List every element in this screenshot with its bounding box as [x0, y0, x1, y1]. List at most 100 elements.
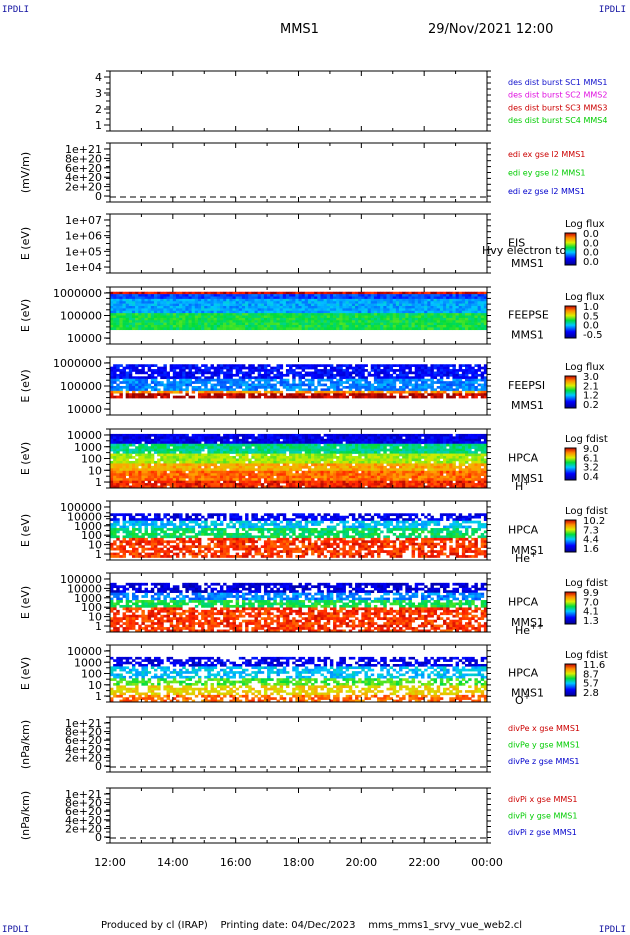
spectrogram-cell: [211, 384, 214, 387]
spectrogram-cell: [148, 301, 151, 304]
spectrogram-cell: [135, 297, 138, 300]
spacecraft-label: MMS1: [511, 399, 544, 412]
spectrogram-cell: [163, 327, 166, 330]
y-tick-label: 1: [95, 119, 102, 132]
spectrogram-cell: [251, 439, 254, 442]
spectrogram-cell: [173, 374, 176, 377]
spectrogram-cell: [211, 325, 214, 328]
spectrogram-cell: [261, 301, 264, 304]
spectrogram-cell: [248, 388, 251, 391]
spectrogram-cell: [481, 316, 484, 319]
spectrogram-cell: [176, 463, 179, 466]
spectrogram-cell: [478, 294, 481, 297]
spectrogram-cell: [280, 372, 283, 375]
spectrogram-cell: [145, 311, 148, 314]
spectrogram-cell: [421, 364, 424, 367]
spectrogram-cell: [185, 367, 188, 370]
spectrogram-cell: [446, 323, 449, 326]
spectrogram-cell: [459, 374, 462, 377]
spectrogram-cell: [292, 311, 295, 314]
spectrogram-cell: [380, 393, 383, 396]
spectrogram-cell: [295, 367, 298, 370]
spectrogram-cell: [277, 449, 280, 452]
spectrogram-cell: [192, 313, 195, 316]
spectrogram-cell: [239, 444, 242, 447]
spectrogram-cell: [179, 449, 182, 452]
spectrogram-cell: [170, 311, 173, 314]
spectrogram-cell: [119, 461, 122, 464]
spectrogram-cell: [189, 468, 192, 471]
spectrogram-cell: [408, 384, 411, 387]
spectrogram-cell: [267, 318, 270, 321]
spectrogram-cell: [141, 454, 144, 457]
spectrogram-cell: [160, 454, 163, 457]
spectrogram-cell: [189, 461, 192, 464]
spectrogram-cell: [415, 396, 418, 399]
spectrogram-cell: [355, 478, 358, 481]
spectrogram-cell: [295, 446, 298, 449]
spectrogram-cell: [251, 441, 254, 444]
spectrogram-cell: [160, 463, 163, 466]
spectrogram-cell: [314, 320, 317, 323]
spectrogram-cell: [126, 297, 129, 300]
spectrogram-cell: [327, 459, 330, 462]
spectrogram-cell: [430, 364, 433, 367]
spectrogram-cell: [311, 367, 314, 370]
spectrogram-cell: [141, 318, 144, 321]
spectrogram-cell: [383, 318, 386, 321]
spectrogram-cell: [195, 476, 198, 479]
spectrogram-cell: [242, 451, 245, 454]
spectrogram-cell: [258, 327, 261, 330]
spectrogram-cell: [182, 320, 185, 323]
spectrogram-cell: [198, 292, 201, 295]
spectrogram-cell: [176, 449, 179, 452]
spectrogram-cell: [286, 441, 289, 444]
spectrogram-cell: [255, 292, 258, 295]
spectrogram-cell: [308, 391, 311, 394]
spectrogram-cell: [129, 454, 132, 457]
spectrogram-cell: [167, 301, 170, 304]
spectrogram-cell: [226, 436, 229, 439]
spectrogram-cell: [148, 369, 151, 372]
spectrogram-cell: [214, 483, 217, 486]
spectrogram-cell: [189, 299, 192, 302]
spectrogram-cell: [192, 451, 195, 454]
spectrogram-cell: [214, 436, 217, 439]
spectrogram-cell: [330, 468, 333, 471]
spectrogram-cell: [273, 304, 276, 307]
spectrogram-cell: [462, 372, 465, 375]
instrument-label: FEEPSI: [508, 379, 545, 392]
spectrogram-cell: [437, 391, 440, 394]
spectrogram-cell: [330, 454, 333, 457]
spectrogram-cell: [173, 386, 176, 389]
spectrogram-cell: [336, 327, 339, 330]
spectrogram-cell: [305, 471, 308, 474]
spectrogram-cell: [449, 388, 452, 391]
spectrogram-cell: [390, 311, 393, 314]
spectrogram-cell: [242, 468, 245, 471]
spectrogram-cell: [242, 367, 245, 370]
spectrogram-cell: [349, 436, 352, 439]
spectrogram-cell: [330, 439, 333, 442]
spectrogram-cell: [289, 471, 292, 474]
spectrogram-cell: [119, 441, 122, 444]
spectrogram-cell: [355, 461, 358, 464]
spectrogram-cell: [182, 456, 185, 459]
spectrogram-cell: [182, 292, 185, 295]
spectrogram-cell: [302, 456, 305, 459]
spectrogram-cell: [408, 292, 411, 295]
spectrogram-cell: [402, 313, 405, 316]
spectrogram-cell: [167, 384, 170, 387]
spectrogram-cell: [415, 316, 418, 319]
spectrogram-cell: [167, 463, 170, 466]
spectrogram-cell: [217, 308, 220, 311]
spectrogram-cell: [478, 384, 481, 387]
spectrogram-cell: [138, 301, 141, 304]
spectrogram-cell: [261, 463, 264, 466]
spectrogram-cell: [179, 444, 182, 447]
spectrogram-cell: [311, 323, 314, 326]
spectrogram-cell: [393, 316, 396, 319]
spectrogram-cell: [223, 320, 226, 323]
spectrogram-cell: [289, 386, 292, 389]
spectrogram-cell: [358, 434, 361, 437]
